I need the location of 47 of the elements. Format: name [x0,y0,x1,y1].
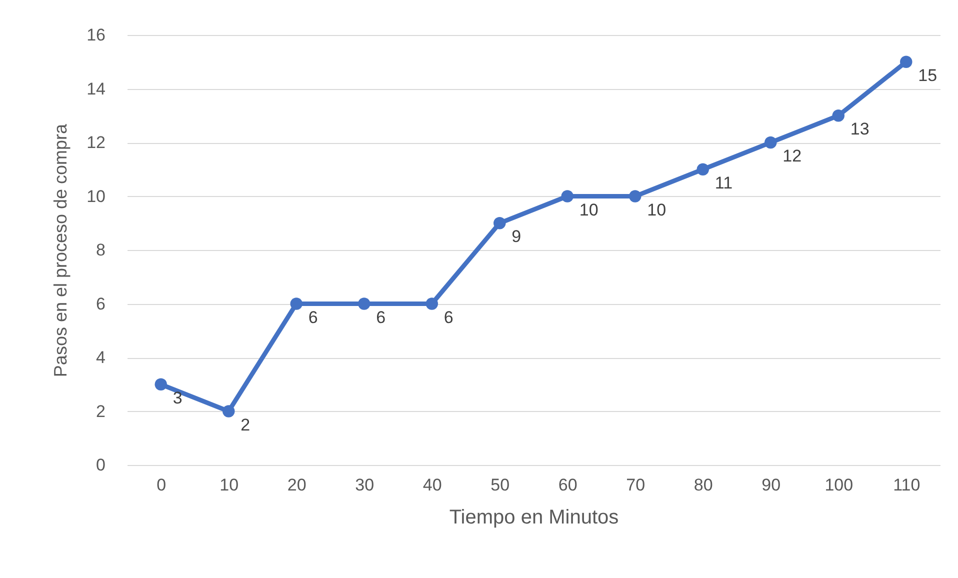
y-tick-label: 4 [96,348,106,367]
data-label: 6 [376,308,386,327]
x-tick-label: 90 [762,476,781,494]
data-label: 3 [172,388,182,408]
data-label: 13 [850,120,870,139]
data-label: 11 [714,173,733,192]
point [494,217,506,230]
x-tick-label: 80 [694,476,713,494]
x-tick-label: 70 [626,476,646,494]
data-label: 2 [240,415,250,434]
x-tick-label: 40 [422,476,442,494]
x-tick-label: 100 [824,476,854,494]
y-tick-label: 12 [86,133,106,152]
y-tick-label: 6 [96,294,106,314]
data-label: 9 [512,227,522,246]
x-tick-label: 10 [220,476,239,494]
point [426,298,438,310]
data-label: 6 [308,308,318,327]
data-label: 6 [444,308,454,327]
y-tick-label: 14 [86,79,106,98]
x-tick-label: 110 [893,476,920,494]
x-tick-label: 0 [156,476,166,494]
x-tick-label: 60 [558,476,578,494]
x-axis-title: Tiempo en Minutos [449,506,619,528]
data-label: 12 [782,146,802,166]
data-label: 10 [579,200,598,220]
data-label: 10 [647,200,666,220]
point [358,298,370,310]
point [629,190,642,202]
y-tick-label: 16 [86,26,106,44]
data-label: 15 [918,66,938,85]
point [290,298,302,310]
y-tick-label: 0 [96,456,106,474]
x-tick-label: 30 [355,476,374,494]
y-tick-label: 2 [96,402,106,421]
point [900,56,912,68]
x-tick-label: 20 [287,476,306,494]
point [832,110,844,122]
y-tick-label: 8 [96,240,106,260]
x-tick-label: 50 [490,476,510,494]
point [222,405,235,418]
y-axis-title: Pasos en el proceso de compra [50,122,71,378]
point [696,163,709,176]
point [764,136,777,149]
point [561,190,574,202]
y-tick-label: 10 [86,186,106,206]
point [154,378,167,390]
